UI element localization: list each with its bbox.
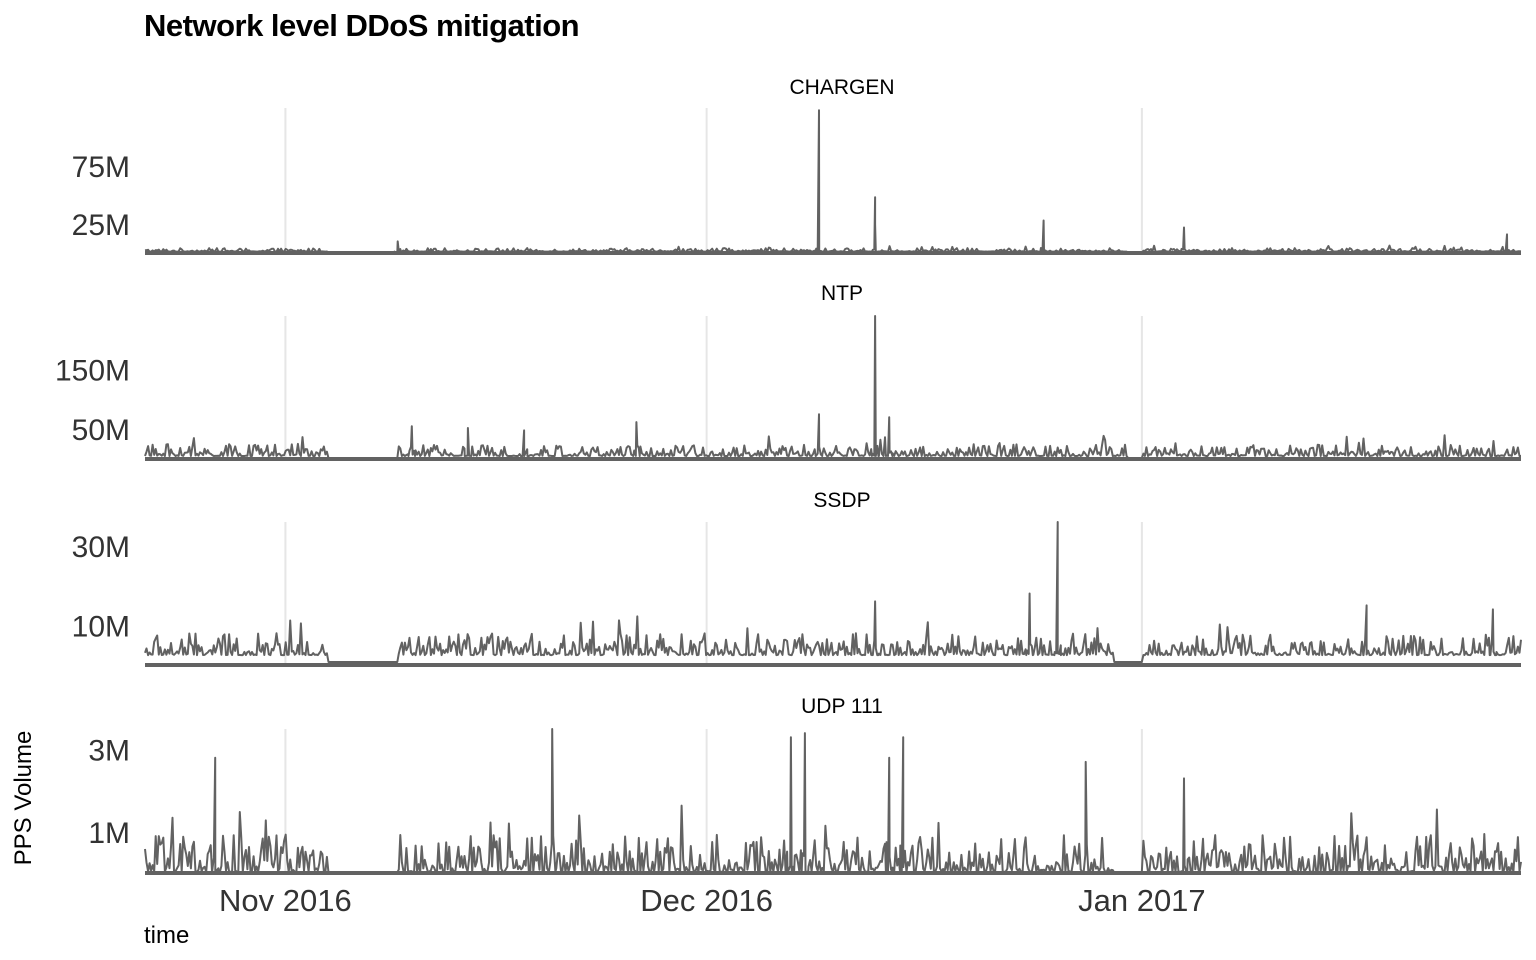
y-axis-label: PPS Volume: [10, 730, 37, 866]
series-line-ssdp: [144, 521, 1522, 663]
y-tick-label: 75M: [72, 151, 130, 184]
facet-title: NTP: [821, 282, 863, 305]
series-line-udp-111: [144, 728, 1522, 874]
facet-title: SSDP: [813, 489, 870, 512]
x-tick-label: Nov 2016: [219, 883, 352, 918]
facet-title: UDP 111: [801, 695, 883, 718]
y-tick-label: 30M: [72, 531, 130, 564]
y-tick-label: 10M: [72, 610, 130, 643]
y-tick-label: 150M: [55, 355, 130, 388]
facet-title: CHARGEN: [789, 76, 894, 99]
chart-title: Network level DDoS mitigation: [144, 8, 580, 43]
y-tick-label: 25M: [72, 209, 130, 242]
series-line-ntp: [144, 315, 1521, 460]
y-tick-label: 1M: [88, 817, 130, 850]
y-tick-label: 50M: [72, 414, 130, 447]
x-tick-label: Dec 2016: [640, 883, 773, 918]
x-tick-label: Jan 2017: [1078, 883, 1206, 918]
y-tick-label: 3M: [88, 735, 130, 768]
series-line-chargen: [144, 109, 1522, 254]
x-axis-label: time: [144, 922, 190, 949]
